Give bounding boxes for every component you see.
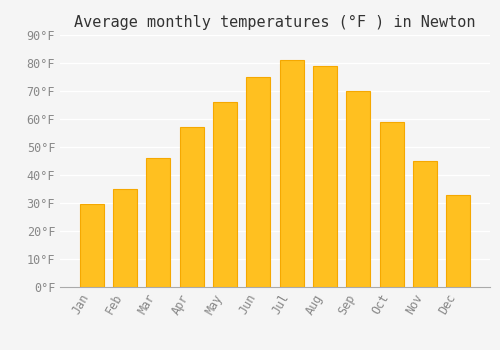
Bar	[213, 102, 237, 287]
Bar	[280, 60, 303, 287]
Bar	[380, 122, 404, 287]
Bar	[246, 77, 270, 287]
Bar	[346, 91, 370, 287]
Bar	[180, 127, 204, 287]
Bar	[113, 189, 137, 287]
Bar	[446, 195, 470, 287]
Title: Average monthly temperatures (°F ) in Newton: Average monthly temperatures (°F ) in Ne…	[74, 15, 476, 30]
Bar	[413, 161, 437, 287]
Bar	[313, 66, 337, 287]
Bar	[80, 204, 104, 287]
Bar	[146, 158, 171, 287]
